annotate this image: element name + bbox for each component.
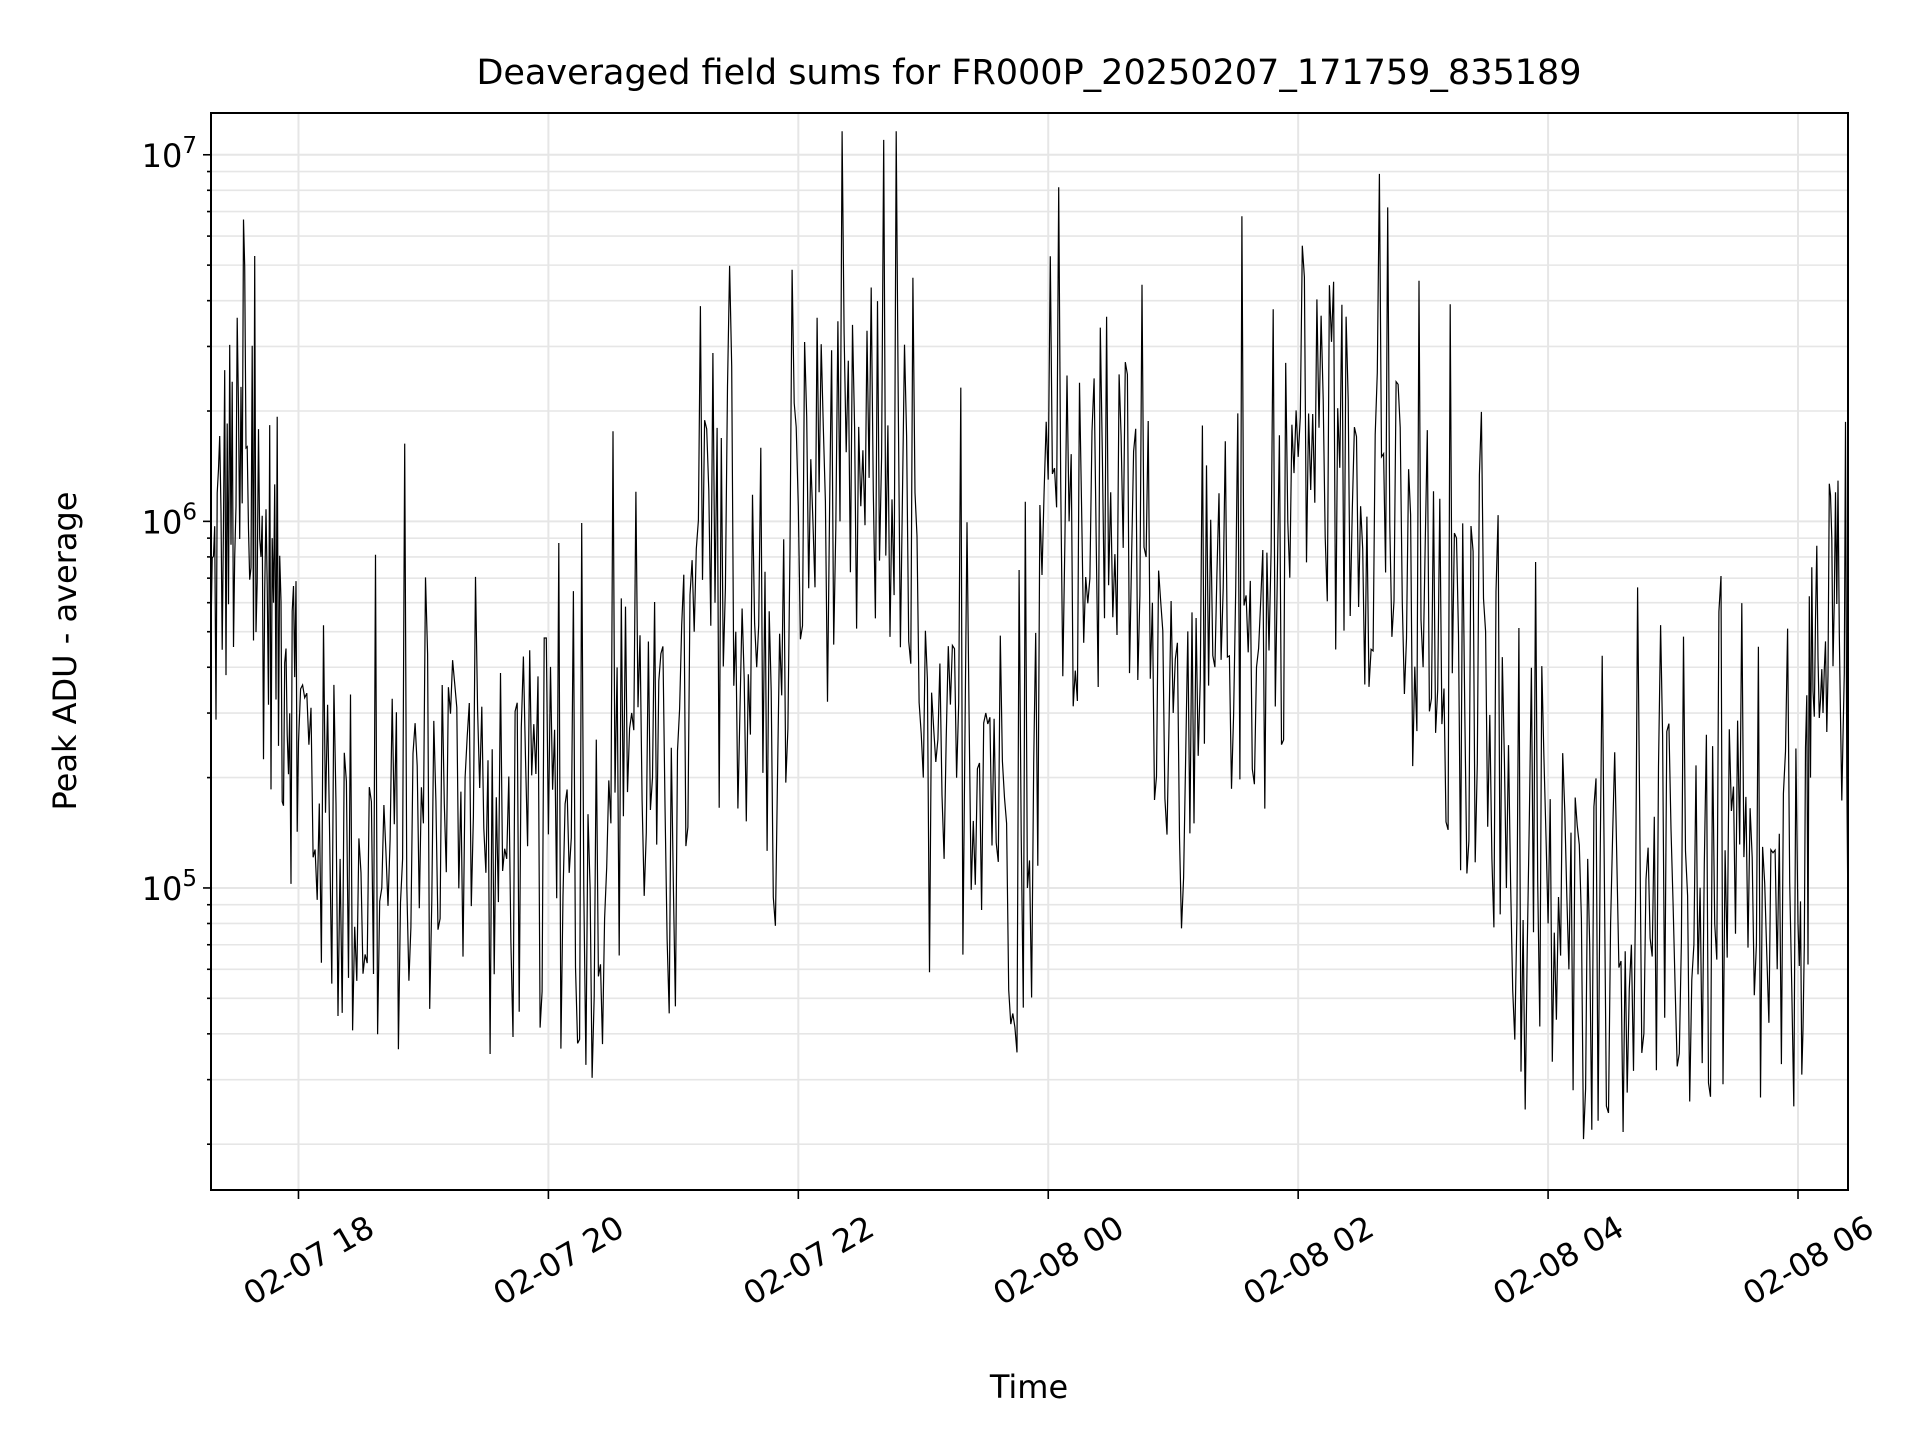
chart-title: Deaveraged field sums for FR000P_2025020… xyxy=(476,53,1581,93)
y-axis-label: Peak ADU - average xyxy=(46,492,84,811)
x-axis-label: Time xyxy=(989,1368,1068,1406)
